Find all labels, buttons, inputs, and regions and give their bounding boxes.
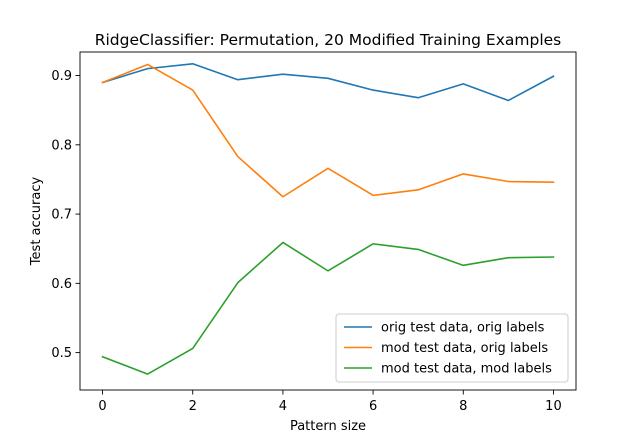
y-axis-ticks: 0.5 0.6 0.7 0.8 0.9 <box>51 69 80 361</box>
series-line-1 <box>101 62 555 102</box>
y-tick-label: 0.6 <box>51 277 72 292</box>
chart-title: RidgeClassifier: Permutation, 20 Modifie… <box>95 31 562 49</box>
legend: orig test data, orig labels mod test data… <box>335 313 569 383</box>
plot-frame <box>79 51 577 391</box>
x-axis-ticks: 0 2 4 6 8 10 <box>98 390 562 414</box>
x-tick-label: 4 <box>279 399 287 414</box>
x-tick-label: 2 <box>189 399 197 414</box>
series-line-3 <box>101 241 555 375</box>
y-tick-label: 0.8 <box>51 138 72 153</box>
legend-label: mod test data, orig labels <box>381 341 548 356</box>
series-layer <box>101 62 555 375</box>
x-tick-label: 6 <box>369 399 377 414</box>
legend-box <box>335 313 569 383</box>
x-tick-label: 10 <box>545 399 562 414</box>
x-tick-label: 0 <box>98 399 106 414</box>
series-line-2 <box>101 63 555 198</box>
y-tick-label: 0.9 <box>51 69 72 84</box>
x-axis-label: Pattern size <box>290 419 366 434</box>
y-axis-label: Test accuracy <box>29 177 44 267</box>
y-tick-label: 0.5 <box>51 346 72 361</box>
legend-label: orig test data, orig labels <box>381 321 545 336</box>
y-tick-label: 0.7 <box>51 208 72 223</box>
axes-layer <box>79 51 577 391</box>
legend-label: mod test data, mod labels <box>381 362 552 377</box>
x-tick-label: 8 <box>459 399 467 414</box>
